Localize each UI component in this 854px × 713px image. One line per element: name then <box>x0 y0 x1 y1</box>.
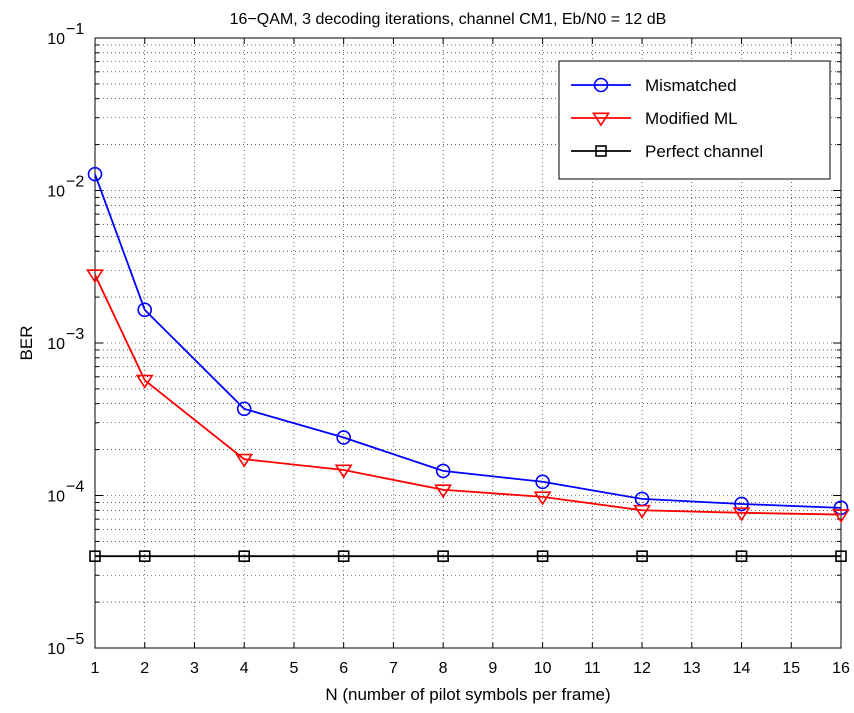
data-point <box>336 430 351 445</box>
y-axis-label: BER <box>17 326 36 361</box>
plot-frame <box>94 37 842 649</box>
legend-item: Modified ML <box>571 109 738 128</box>
y-tick-label: 10 <box>47 489 65 506</box>
series-modified-ml <box>86 269 850 524</box>
x-tick-label: 10 <box>534 660 552 677</box>
data-point <box>435 463 451 479</box>
data-point <box>238 550 250 562</box>
y-tick-label: 10 <box>47 336 65 353</box>
x-tick-label: 6 <box>339 660 348 677</box>
data-point <box>135 374 154 389</box>
x-tick-label: 15 <box>782 660 800 677</box>
data-point <box>734 496 749 512</box>
x-tick-label: 16 <box>832 660 850 677</box>
y-tick-label: 10 <box>47 184 65 201</box>
legend: Mismatched Modified ML Perfect channel <box>558 60 831 180</box>
x-tick-label: 14 <box>733 660 751 677</box>
x-tick-label: 12 <box>633 660 651 677</box>
x-axis-label: N (number of pilot symbols per frame) <box>325 685 610 704</box>
x-tick-label: 11 <box>584 660 601 677</box>
chart-title: 16−QAM, 3 decoding iterations, channel C… <box>230 11 667 28</box>
data-point <box>235 453 254 468</box>
x-tick-label: 7 <box>389 660 398 677</box>
legend-marker <box>592 112 610 127</box>
series-group <box>86 166 850 562</box>
x-tick-label: 9 <box>488 660 497 677</box>
legend-item: Mismatched <box>571 76 737 95</box>
data-point <box>536 550 549 562</box>
series-perfect-channel <box>89 550 847 562</box>
legend-label: Mismatched <box>645 76 737 95</box>
data-point <box>137 302 153 318</box>
y-tick-exponent: −1 <box>66 21 84 38</box>
data-point <box>337 550 350 562</box>
legend-marker <box>595 145 607 157</box>
y-tick-exponent: −5 <box>66 631 84 648</box>
data-point <box>437 550 449 562</box>
x-tick-label: 13 <box>683 660 701 677</box>
data-point <box>835 550 847 562</box>
series-line <box>94 274 842 516</box>
y-tick-label: 10 <box>47 641 65 658</box>
legend-label: Modified ML <box>645 109 738 128</box>
data-point <box>138 550 151 562</box>
x-tick-label: 2 <box>140 660 149 677</box>
data-point <box>434 484 453 499</box>
data-point <box>535 474 550 490</box>
data-point <box>334 464 353 479</box>
y-tick-exponent: −4 <box>66 479 84 496</box>
y-tick-exponent: −3 <box>66 326 84 343</box>
y-tick-label: 10 <box>47 31 65 48</box>
ticks: 1 2 3 4 5 6 7 8 9 10 11 12 13 14 15 1610−510−410−310−21… <box>47 21 850 677</box>
data-point <box>86 269 104 284</box>
data-point <box>832 509 850 524</box>
data-point <box>89 550 101 562</box>
x-tick-label: 4 <box>240 660 249 677</box>
data-point <box>533 491 552 506</box>
legend-item: Perfect channel <box>571 142 763 161</box>
data-point <box>636 550 648 562</box>
data-point <box>732 507 751 522</box>
x-tick-label: 8 <box>439 660 448 677</box>
data-point <box>236 401 252 417</box>
data-point <box>633 504 652 519</box>
legend-marker <box>593 77 609 93</box>
y-tick-exponent: −2 <box>66 174 84 191</box>
x-tick-label: 5 <box>289 660 298 677</box>
legend-label: Perfect channel <box>645 142 763 161</box>
x-tick-label: 1 <box>91 660 100 677</box>
data-point <box>735 550 748 562</box>
data-point <box>87 166 103 182</box>
x-tick-label: 3 <box>190 660 199 677</box>
series-line <box>94 173 842 509</box>
series-mismatched <box>87 166 849 516</box>
